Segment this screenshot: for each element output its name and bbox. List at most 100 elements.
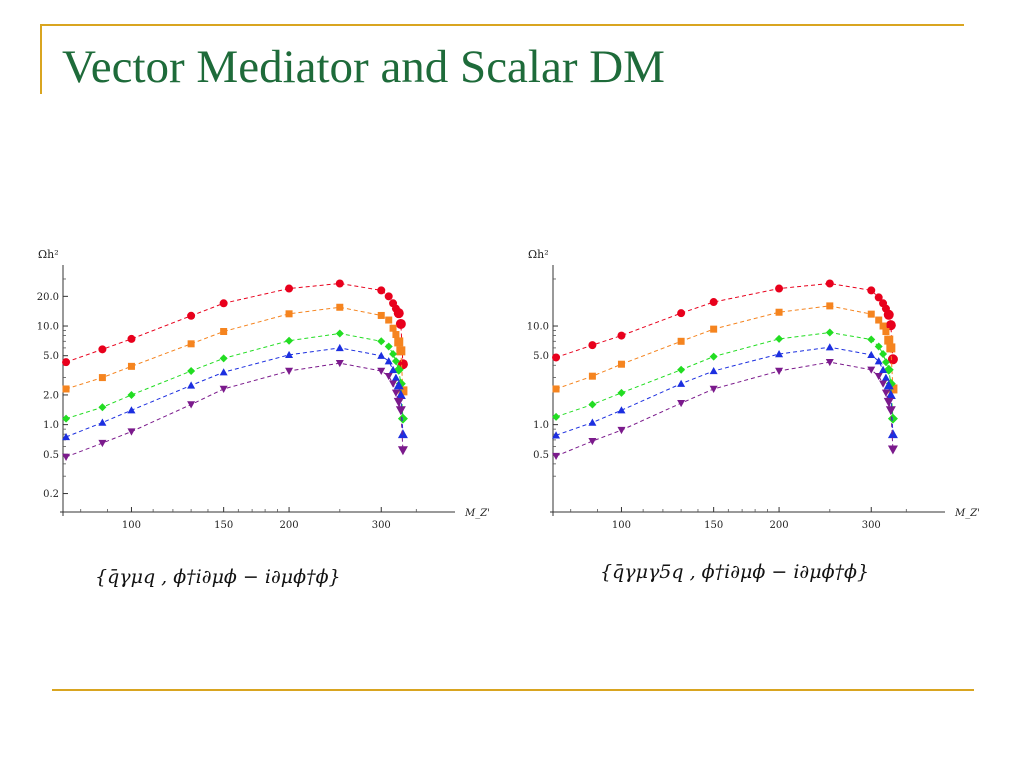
- data-point-series-1: [677, 309, 686, 318]
- data-point-series-5: [825, 358, 834, 367]
- data-point-series-2: [867, 310, 875, 318]
- data-point-series-3: [867, 335, 876, 344]
- x-tick-label: 100: [612, 520, 631, 531]
- data-point-series-2: [285, 310, 293, 318]
- data-point-series-5: [617, 426, 626, 435]
- data-point-series-3: [588, 400, 597, 409]
- data-point-series-3: [775, 334, 784, 343]
- series-line-1: [555, 282, 894, 360]
- data-point-series-2: [396, 346, 406, 356]
- chart-right-svg: 0.5 1.0 5.0 10.0 100 150 200 300 Ωh² M_Z': [527, 248, 980, 531]
- data-point-series-3: [887, 413, 898, 424]
- data-point-series-2: [398, 386, 408, 396]
- x-tick-label: 300: [372, 520, 391, 531]
- data-point-series-4: [867, 350, 876, 359]
- data-point-series-1: [617, 331, 626, 340]
- data-point-series-4: [395, 389, 406, 399]
- series-line-3: [65, 332, 404, 420]
- data-point-series-1: [393, 308, 404, 319]
- formula-vector-coupling: {q̄γμq , ϕ†i∂μϕ − i∂μϕ†ϕ}: [95, 566, 341, 588]
- data-point-series-1: [98, 345, 107, 354]
- data-point-series-4: [879, 365, 888, 373]
- data-point-series-5: [879, 380, 888, 388]
- data-point-series-1: [62, 358, 71, 367]
- data-point-series-3: [62, 414, 71, 423]
- data-point-series-2: [710, 325, 718, 333]
- x-tick-label: 200: [770, 520, 789, 531]
- data-point-series-1: [335, 279, 344, 288]
- x-tick-label: 150: [214, 520, 233, 531]
- data-point-series-3: [389, 350, 398, 359]
- data-point-series-2: [220, 328, 228, 336]
- data-point-series-2: [187, 340, 195, 348]
- data-point-series-2: [336, 303, 344, 311]
- data-point-series-3: [397, 413, 408, 424]
- x-axis-label: M_Z': [954, 508, 980, 519]
- data-point-series-5: [335, 359, 344, 368]
- data-point-series-5: [874, 372, 883, 381]
- data-point-series-5: [285, 367, 294, 375]
- data-point-series-4: [887, 429, 898, 439]
- data-point-series-5: [883, 397, 894, 407]
- x-tick-label: 300: [862, 520, 881, 531]
- data-point-series-5: [552, 452, 561, 461]
- data-point-series-2: [377, 311, 385, 319]
- y-tick-label: 5.0: [533, 351, 549, 362]
- data-point-series-4: [187, 381, 196, 389]
- data-point-series-5: [677, 399, 686, 408]
- data-point-series-1: [127, 334, 136, 343]
- y-tick-label: 2.0: [43, 390, 59, 401]
- data-point-series-5: [887, 445, 898, 455]
- left-accent-rule: [40, 24, 42, 94]
- y-tick-label: 20.0: [37, 292, 59, 303]
- data-point-series-5: [588, 437, 597, 446]
- data-point-series-4: [397, 429, 408, 439]
- y-tick-label: 1.0: [43, 420, 59, 431]
- data-point-series-2: [588, 372, 596, 380]
- series-line-1: [65, 282, 404, 365]
- data-point-series-1: [384, 292, 393, 301]
- y-tick-label: 1.0: [533, 420, 549, 431]
- top-accent-rule: [40, 24, 964, 26]
- data-point-series-2: [826, 302, 834, 310]
- y-tick-label: 10.0: [37, 322, 59, 333]
- data-point-series-5: [397, 446, 408, 456]
- data-point-series-3: [384, 342, 393, 351]
- data-point-series-3: [335, 329, 344, 338]
- data-point-series-3: [98, 403, 107, 412]
- y-tick-label: 0.5: [43, 450, 59, 461]
- series-line-4: [555, 346, 894, 436]
- data-point-series-4: [335, 343, 344, 352]
- data-point-series-5: [98, 439, 107, 448]
- data-point-series-3: [187, 366, 196, 375]
- data-point-series-2: [552, 385, 560, 393]
- data-point-series-3: [391, 357, 400, 366]
- y-tick-label: 0.2: [43, 489, 59, 500]
- formula-axial-coupling: {q̄γμγ5q , ϕ†i∂μϕ − i∂μϕ†ϕ}: [600, 561, 870, 583]
- data-point-series-5: [384, 372, 393, 381]
- series-line-4: [65, 347, 404, 438]
- data-point-series-3: [127, 390, 136, 399]
- data-point-series-5: [127, 428, 136, 436]
- data-point-series-3: [377, 337, 386, 346]
- data-point-series-1: [377, 286, 386, 295]
- data-point-series-2: [775, 308, 783, 316]
- data-point-series-3: [677, 365, 686, 374]
- data-point-series-2: [886, 343, 896, 353]
- data-point-series-1: [887, 354, 898, 365]
- data-point-series-5: [391, 389, 400, 397]
- data-point-series-1: [709, 298, 718, 307]
- data-point-series-2: [385, 316, 393, 324]
- data-point-series-2: [127, 362, 135, 370]
- bottom-accent-rule: [52, 689, 974, 691]
- x-tick-label: 100: [122, 520, 141, 531]
- series-line-3: [555, 331, 894, 419]
- series-line-5: [65, 362, 404, 458]
- y-axis-label: Ωh²: [38, 248, 59, 261]
- data-point-series-2: [394, 337, 404, 347]
- slide-title: Vector Mediator and Scalar DM: [62, 41, 665, 93]
- y-tick-label: 0.5: [533, 450, 549, 461]
- data-point-series-5: [62, 453, 71, 461]
- data-point-series-4: [127, 406, 136, 414]
- x-tick-label: 150: [704, 520, 723, 531]
